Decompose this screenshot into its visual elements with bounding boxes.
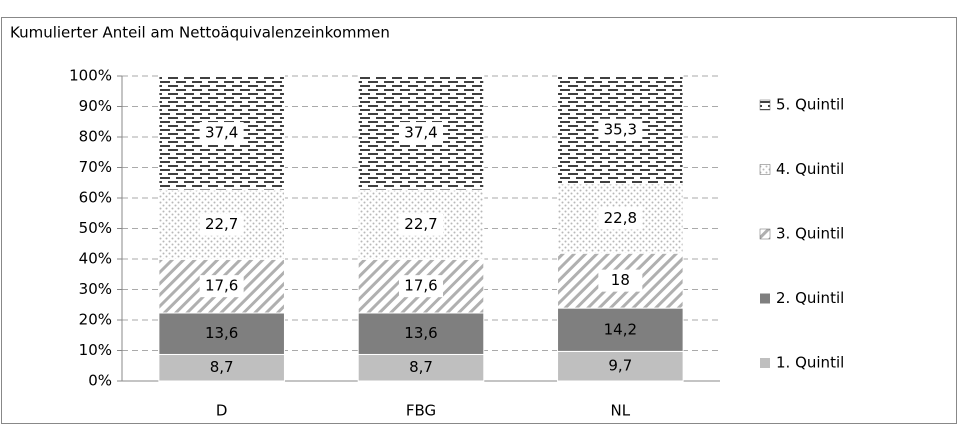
legend-swatch [760, 358, 770, 368]
data-label: 35,3 [604, 120, 637, 138]
data-label: 22,7 [205, 215, 238, 233]
y-tick-label: 10% [79, 341, 112, 359]
label-box [199, 275, 244, 298]
chart-title: Kumulierter Anteil am Nettoäquivalenzein… [10, 24, 390, 42]
label-box [399, 122, 443, 145]
legend-label: 2. Quintil [776, 289, 844, 307]
y-tick-label: 80% [79, 128, 112, 146]
data-label: 13,6 [205, 324, 238, 342]
y-tick-label: 60% [79, 189, 112, 207]
legend-label: 3. Quintil [776, 225, 844, 243]
legend-label: 4. Quintil [776, 160, 844, 178]
data-label: 14,2 [604, 320, 637, 338]
data-label: 18 [611, 271, 630, 289]
x-tick-label: FBG [406, 402, 436, 420]
label-box [199, 213, 244, 236]
data-label: 22,7 [404, 215, 437, 233]
data-label: 17,6 [205, 277, 238, 295]
bar-segment [357, 353, 485, 382]
y-tick-label: 50% [79, 219, 112, 237]
y-tick-label: 70% [79, 158, 112, 176]
y-tick-label: 90% [79, 97, 112, 115]
label-box [598, 118, 643, 141]
data-label: 37,4 [404, 124, 437, 142]
bar-segment [158, 312, 285, 355]
bar-segment [158, 353, 285, 382]
label-box [598, 207, 643, 230]
bar-segment [557, 307, 684, 352]
x-tick-label: D [216, 402, 228, 420]
y-tick-label: 0% [88, 372, 112, 390]
x-tick-label: NL [611, 402, 631, 420]
legend-label: 1. Quintil [776, 354, 844, 372]
data-label: 37,4 [205, 124, 238, 142]
data-label: 8,7 [409, 358, 433, 376]
y-tick-label: 40% [79, 250, 112, 268]
data-label: 13,6 [404, 324, 437, 342]
data-label: 8,7 [210, 358, 234, 376]
data-label: 17,6 [404, 277, 437, 295]
label-box [399, 275, 443, 298]
label-box [598, 269, 643, 292]
bar-segment [357, 312, 485, 355]
legend-swatch [759, 99, 771, 111]
legend-swatch [759, 164, 771, 175]
data-label: 9,7 [608, 357, 632, 375]
y-tick-label: 20% [79, 311, 112, 329]
label-box [399, 213, 443, 236]
legend-swatch [760, 293, 770, 304]
label-box [199, 122, 244, 145]
legend-swatch [759, 228, 771, 240]
y-tick-label: 30% [79, 280, 112, 298]
legend-label: 5. Quintil [776, 96, 844, 114]
data-label: 22,8 [604, 209, 637, 227]
y-tick-label: 100% [69, 67, 112, 85]
